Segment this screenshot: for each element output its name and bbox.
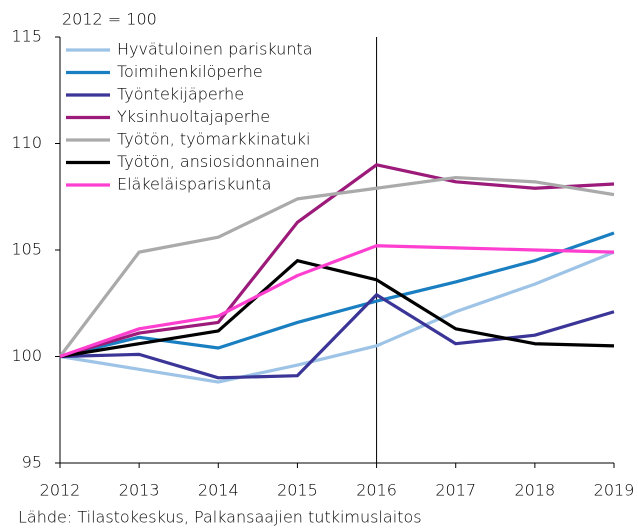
y-tick-label: 110 — [11, 133, 42, 152]
x-tick-label: 2013 — [119, 481, 160, 500]
x-tick-label: 2015 — [277, 481, 318, 500]
y-tick-label: 105 — [11, 240, 42, 259]
series-line — [59, 231, 615, 359]
source: Lähde: Tilastokeskus, Palkansaajien tutk… — [18, 508, 422, 527]
series-line — [59, 259, 615, 359]
x-tick-label: 2012 — [40, 481, 81, 500]
legend-label: Työtön, työmarkkinatuki — [117, 130, 310, 149]
legend-label: Yksinhuoltajaperhe — [117, 107, 270, 126]
legend-label: Eläkeläispariskunta — [117, 175, 271, 194]
x-tick-label: 2019 — [594, 481, 635, 500]
series-line — [59, 293, 615, 380]
x-tick-label: 2014 — [198, 481, 239, 500]
series-line — [59, 244, 615, 359]
series-line — [58, 175, 615, 358]
x-tick-label: 2018 — [514, 481, 555, 500]
y-tick-label: 115 — [11, 27, 42, 46]
x-tick-label: 2016 — [356, 481, 397, 500]
legend-label: Työtön, ansiosidonnainen — [117, 152, 320, 171]
x-tick-label: 2017 — [435, 481, 476, 500]
legend-label: Työntekijäperhe — [117, 85, 244, 104]
legend-label: Hyvätuloinen pariskunta — [117, 40, 313, 59]
unit-label: 2012 = 100 — [62, 10, 157, 29]
y-tick-label: 95 — [22, 453, 42, 472]
y-tick-label: 100 — [11, 346, 42, 365]
legend-label: Toimihenkilöperhe — [117, 62, 263, 81]
series-line — [59, 250, 615, 384]
